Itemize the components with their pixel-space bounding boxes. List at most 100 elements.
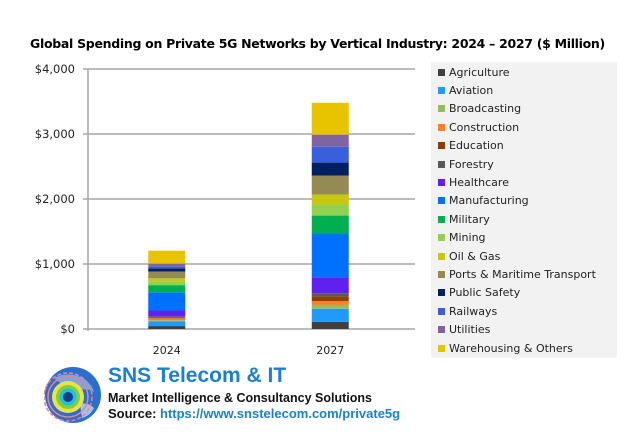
bar-segment-mining-2024 xyxy=(148,281,186,286)
bar-segment-manufacturing-2024 xyxy=(148,292,186,311)
legend-label: Construction xyxy=(449,120,520,134)
bar-segment-ports-maritime-transport-2024 xyxy=(148,271,186,279)
legend-item: Aviation xyxy=(438,82,493,98)
bar-segment-construction-2024 xyxy=(148,318,186,321)
legend-label: Mining xyxy=(449,231,486,245)
legend-item: Agriculture xyxy=(438,64,510,80)
legend-swatch xyxy=(438,68,445,76)
legend-label: Ports & Maritime Transport xyxy=(449,267,596,281)
legend-swatch xyxy=(438,197,445,205)
bar-segment-mining-2027 xyxy=(311,204,349,216)
source-link[interactable]: https://www.snstelecom.com/private5g xyxy=(160,406,401,421)
bar-segment-ports-maritime-transport-2027 xyxy=(311,175,349,195)
legend-label: Forestry xyxy=(449,157,494,171)
bar-segment-warehousing-others-2024 xyxy=(148,250,186,264)
brand-name: SNS Telecom & IT xyxy=(108,364,287,387)
bar-segment-education-2024 xyxy=(148,317,186,319)
footer-branding: SNS Telecom & IT Market Intelligence & C… xyxy=(44,364,464,428)
legend-item: Healthcare xyxy=(438,174,509,190)
y-tick-label: $3,000 xyxy=(35,127,75,141)
legend-label: Utilities xyxy=(449,323,491,337)
x-tick-label: 2024 xyxy=(153,344,181,357)
bar-segment-education-2027 xyxy=(311,296,349,302)
gridlines xyxy=(83,68,415,330)
bar-segment-agriculture-2027 xyxy=(311,321,349,329)
source-line: Source: https://www.snstelecom.com/priva… xyxy=(108,406,400,421)
bar-stack-2027 xyxy=(311,102,349,329)
legend-label: Public Safety xyxy=(449,286,521,300)
legend-swatch xyxy=(438,123,445,131)
bar-segment-forestry-2027 xyxy=(311,293,349,297)
legend-item: Warehousing & Others xyxy=(438,340,573,356)
legend-swatch xyxy=(438,215,445,223)
bar-segment-aviation-2024 xyxy=(148,321,186,327)
legend-label: Manufacturing xyxy=(449,194,529,208)
legend-swatch xyxy=(438,252,445,260)
y-tick-label: $2,000 xyxy=(35,192,75,206)
legend-item: Utilities xyxy=(438,322,490,338)
legend-label: Warehousing & Others xyxy=(449,341,573,355)
legend-item: Forestry xyxy=(438,156,494,172)
bar-segment-broadcasting-2024 xyxy=(148,320,186,322)
bar-segment-construction-2027 xyxy=(311,301,349,305)
legend-swatch xyxy=(438,105,445,113)
legend-item: Railways xyxy=(438,303,497,319)
bar-segment-aviation-2027 xyxy=(311,308,349,322)
sns-globe-logo-icon xyxy=(44,367,101,423)
legend-swatch xyxy=(438,86,445,94)
y-tick-label: $1,000 xyxy=(35,257,75,271)
brand-tagline: Market Intelligence & Consultancy Soluti… xyxy=(108,391,372,405)
bar-segment-railways-2027 xyxy=(311,146,349,163)
legend-swatch xyxy=(438,160,445,168)
legend-swatch xyxy=(438,178,445,186)
legend-swatch xyxy=(438,344,445,352)
x-axis-ticks: 2024 2027 xyxy=(153,344,345,357)
legend-label: Broadcasting xyxy=(449,102,522,116)
bar-segment-healthcare-2024 xyxy=(148,310,186,317)
bar-segment-military-2024 xyxy=(148,285,186,293)
chart-title: Global Spending on Private 5G Networks b… xyxy=(30,36,605,51)
legend-label: Oil & Gas xyxy=(449,249,501,263)
legend-item: Education xyxy=(438,138,504,154)
bar-segment-oil-gas-2027 xyxy=(311,194,349,205)
bar-segment-railways-2024 xyxy=(148,266,186,269)
bar-segment-forestry-2024 xyxy=(148,316,186,318)
legend-label: Military xyxy=(449,212,490,226)
legend-label: Healthcare xyxy=(449,175,509,189)
bar-stack-2024 xyxy=(148,250,186,329)
legend-item: Manufacturing xyxy=(438,193,529,209)
legend-label: Aviation xyxy=(449,83,494,97)
bar-segment-utilities-2027 xyxy=(311,134,349,147)
legend-item: Broadcasting xyxy=(438,101,521,117)
legend-label: Education xyxy=(449,139,504,153)
bar-segment-public-safety-2027 xyxy=(311,162,349,176)
legend-swatch xyxy=(438,289,445,297)
source-label: Source: xyxy=(108,406,161,421)
legend-item: Public Safety xyxy=(438,285,520,301)
bar-segment-oil-gas-2024 xyxy=(148,278,186,282)
legend-swatch xyxy=(438,270,445,278)
bars xyxy=(148,102,349,329)
legend-item: Oil & Gas xyxy=(438,248,500,264)
bar-segment-public-safety-2024 xyxy=(148,268,186,272)
legend-swatch xyxy=(438,234,445,242)
legend-item: Military xyxy=(438,211,490,227)
x-tick-label: 2027 xyxy=(316,344,344,357)
legend-item: Construction xyxy=(438,119,519,135)
bar-segment-military-2027 xyxy=(311,215,349,234)
y-axis-ticks: $0 $1,000 $2,000 $3,000 $4,000 xyxy=(35,62,75,336)
y-tick-label: $0 xyxy=(60,322,75,336)
legend-label: Agriculture xyxy=(449,65,510,79)
y-tick-label: $4,000 xyxy=(35,62,75,76)
bar-segment-warehousing-others-2027 xyxy=(311,102,349,135)
legend-item: Mining xyxy=(438,230,486,246)
bar-segment-manufacturing-2027 xyxy=(311,233,349,278)
plot-area: $0 $1,000 $2,000 $3,000 $4,000 2024 2027 xyxy=(35,62,415,357)
bar-segment-utilities-2024 xyxy=(148,263,186,267)
legend-swatch xyxy=(438,307,445,315)
bar-segment-agriculture-2024 xyxy=(148,326,186,329)
legend-label: Railways xyxy=(449,304,498,318)
legend-swatch xyxy=(438,142,445,150)
bar-segment-broadcasting-2027 xyxy=(311,304,349,309)
legend-item: Ports & Maritime Transport xyxy=(438,266,596,282)
